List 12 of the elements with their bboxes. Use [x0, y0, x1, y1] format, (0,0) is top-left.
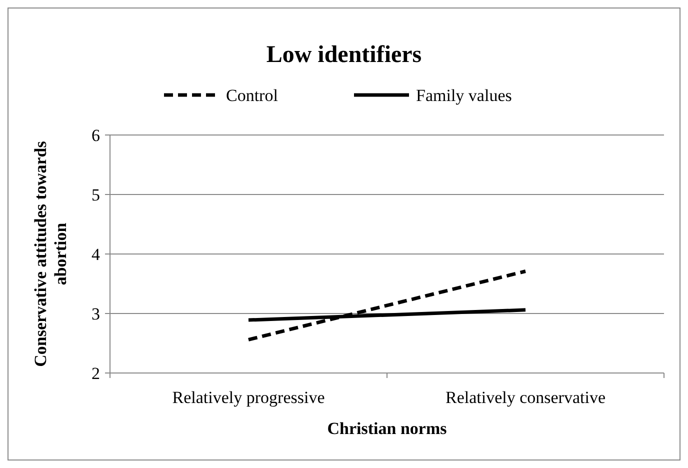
y-tick-label: 5 [92, 185, 100, 204]
legend-label: Family values [416, 86, 512, 105]
x-tick-label: Relatively conservative [445, 388, 606, 407]
y-tick-label: 3 [92, 304, 100, 324]
legend-label: Control [226, 86, 278, 105]
y-tick-label: 2 [92, 364, 100, 383]
y-axis-title: Conservative attitudes towards abortion [31, 140, 70, 367]
x-tick-label: Relatively progressive [172, 388, 325, 407]
y-tick-label: 6 [92, 126, 100, 145]
y-tick-label: 4 [92, 244, 100, 264]
x-axis-title: Christian norms [327, 419, 448, 438]
chart-title: Low identifiers [266, 42, 422, 68]
